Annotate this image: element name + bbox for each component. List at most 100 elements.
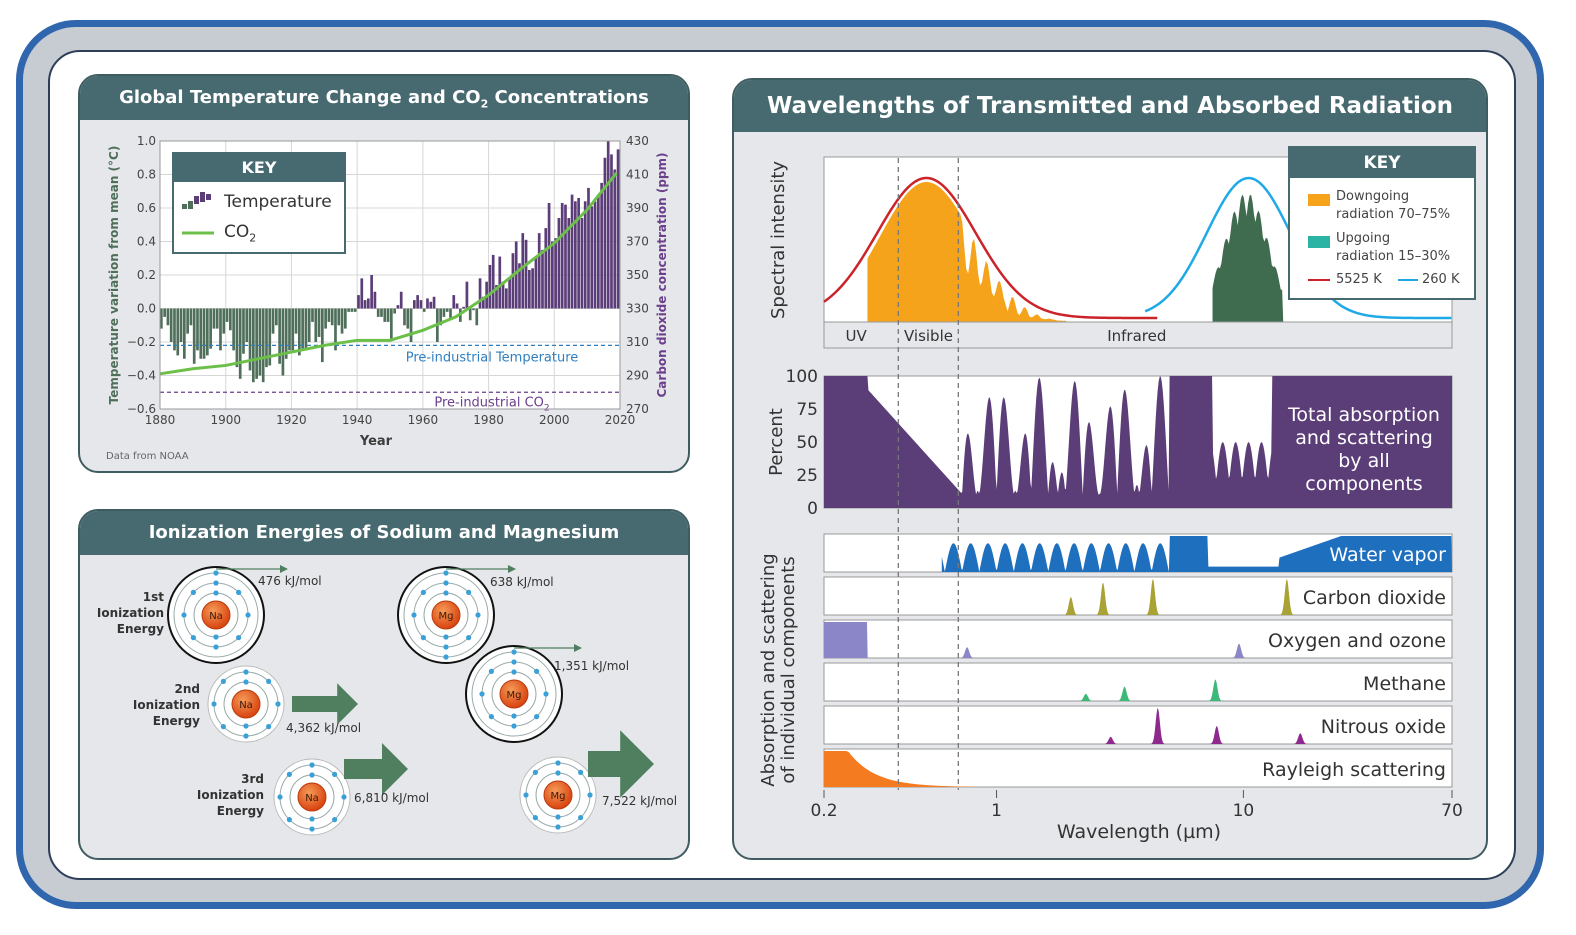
- temp-key-temperature: Temperature: [224, 192, 332, 212]
- downgoing-area: [867, 182, 1122, 322]
- key-upgoing-swatch: [1308, 236, 1330, 248]
- rad-xlabel: Wavelength (µm): [1057, 821, 1221, 843]
- nucleus: [431, 600, 461, 630]
- temp-bar: [271, 308, 275, 334]
- component-area: [824, 751, 973, 787]
- temp-xtick: 1880: [145, 413, 176, 427]
- temp-bar: [442, 308, 446, 317]
- electron: [286, 817, 292, 823]
- component-strip: [823, 662, 1453, 702]
- temp-bar: [505, 288, 508, 309]
- total-ytick: 25: [796, 466, 818, 486]
- temp-source: Data from NOAA: [106, 451, 189, 462]
- radiation-panel-title: Wavelengths of Transmitted and Absorbed …: [734, 80, 1486, 132]
- electron: [511, 723, 517, 729]
- electron: [511, 669, 517, 675]
- temp-bar: [275, 308, 278, 326]
- temp-ytick: 0.0: [137, 302, 156, 316]
- electron: [532, 815, 538, 821]
- temp-bar: [472, 308, 475, 311]
- element-symbol: Na: [305, 793, 319, 804]
- temp-bar: [248, 308, 252, 371]
- row-label-3rd: 3rd Ionization Energy: [197, 772, 264, 818]
- temperature-panel-title: Global Temperature Change and CO2 Concen…: [80, 76, 688, 120]
- temp-bar: [475, 308, 479, 326]
- magnesium-energy-1: 638 kJ/mol: [490, 575, 554, 589]
- magnesium-atom-2: Mg: [465, 645, 563, 743]
- temp-bar: [439, 308, 442, 326]
- electron: [220, 724, 226, 730]
- electron: [532, 769, 538, 775]
- temp-bar: [265, 308, 268, 368]
- sodium-energy-3: 6,810 kJ/mol: [354, 791, 429, 805]
- rad-xtick: 70: [1441, 801, 1463, 821]
- temp-bar: [334, 308, 337, 351]
- temp-bar: [528, 269, 531, 309]
- temp-bar: [498, 256, 502, 309]
- element-symbol: Mg: [551, 791, 566, 802]
- rad-xtick: 1: [991, 801, 1002, 821]
- element-symbol: Na: [239, 700, 253, 711]
- temp-bar: [593, 201, 597, 309]
- temperature-key-icon: [182, 192, 211, 209]
- temp-bar: [537, 233, 541, 309]
- temp-bar: [307, 308, 311, 342]
- temp-bar: [311, 308, 314, 322]
- row-label-2nd: 2nd Ionization Energy: [133, 682, 200, 728]
- component-strip: [823, 619, 1453, 659]
- temp-bar: [383, 308, 387, 322]
- temp-bar: [551, 241, 554, 309]
- temp-bar: [610, 154, 613, 309]
- electron: [555, 760, 561, 766]
- electron: [443, 580, 449, 586]
- temp-xtick: 1940: [342, 413, 373, 427]
- temp-xtick: 2020: [605, 413, 636, 427]
- temp-bar: [370, 275, 373, 309]
- temp-bar: [327, 308, 331, 322]
- temp-bar: [186, 308, 189, 334]
- temp-bar: [514, 241, 518, 309]
- magnesium-arrow-1: [446, 565, 516, 573]
- temp-bar: [462, 306, 465, 309]
- temp-ytick: 1.0: [137, 134, 156, 148]
- temp-bar: [321, 308, 324, 363]
- temp-bar: [501, 281, 505, 309]
- upgoing-area: [1212, 194, 1284, 322]
- sodium-arrow-1: [216, 565, 288, 573]
- temp-bar: [386, 308, 390, 322]
- temp-bar: [317, 308, 321, 337]
- ionization-diagram: 1st Ionization Energy Na 476 kJ/mol Mg 638 kJ/…: [97, 565, 677, 836]
- co2-ytick: 290: [626, 369, 649, 383]
- temp-bar: [521, 233, 525, 309]
- electron: [466, 589, 472, 595]
- electron: [266, 724, 272, 730]
- electron: [275, 701, 281, 707]
- element-symbol: Mg: [507, 690, 522, 701]
- electron: [213, 570, 219, 576]
- temp-bar: [357, 295, 360, 309]
- temp-key-title: KEY: [174, 154, 344, 182]
- temp-bar: [324, 308, 327, 329]
- element-symbol: Na: [209, 611, 223, 622]
- magnesium-atom-3: Mg: [519, 756, 597, 834]
- electron: [587, 792, 593, 798]
- sodium-atom-2: Na: [207, 665, 285, 743]
- temp-bar: [432, 296, 436, 309]
- electron: [543, 691, 549, 697]
- electron: [488, 668, 494, 674]
- temp-bar: [508, 278, 511, 309]
- reference-label: Pre-industrial Temperature: [406, 350, 579, 365]
- temp-bar: [419, 300, 423, 309]
- temp-bar: [238, 308, 242, 379]
- temp-bar: [330, 308, 334, 326]
- component-label: Rayleigh scattering: [1262, 759, 1446, 781]
- temp-xtick: 1900: [210, 413, 241, 427]
- temp-bar: [616, 149, 620, 309]
- temp-bar: [413, 300, 416, 309]
- total-ytick: 50: [796, 433, 818, 453]
- component-label: Carbon dioxide: [1303, 587, 1446, 609]
- temp-bar: [360, 278, 364, 309]
- temp-bar: [294, 308, 298, 334]
- component-strip: [823, 576, 1453, 616]
- electron: [578, 815, 584, 821]
